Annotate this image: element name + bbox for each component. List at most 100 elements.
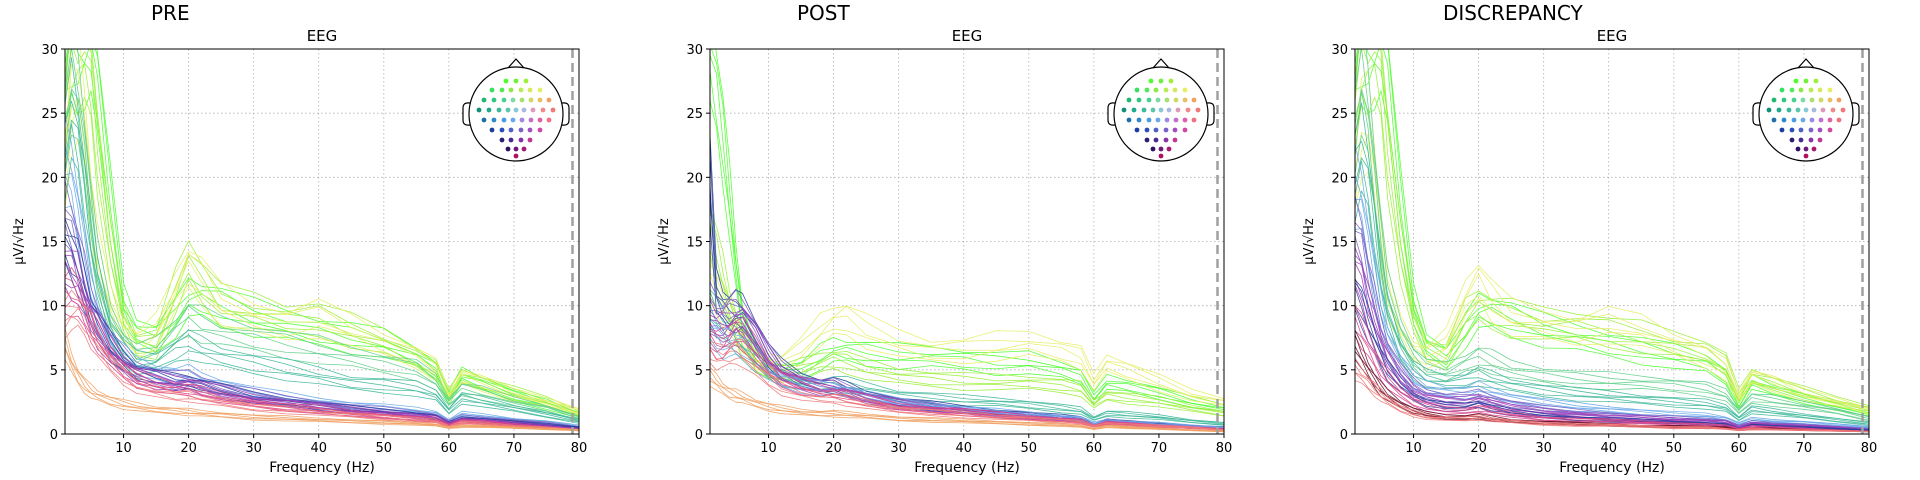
sensor-dot bbox=[1163, 127, 1169, 133]
channel-trace bbox=[1355, 279, 1869, 431]
sensor-dot bbox=[1153, 127, 1159, 133]
x-axis-label: Frequency (Hz) bbox=[914, 460, 1020, 476]
channel-trace bbox=[65, 359, 579, 432]
sensor-dot bbox=[499, 127, 505, 133]
channel-trace bbox=[65, 147, 579, 427]
x-tick-label: 10 bbox=[1405, 441, 1422, 456]
sensor-dot bbox=[528, 117, 534, 123]
channel-trace bbox=[1355, 144, 1869, 427]
sensor-dot bbox=[1182, 117, 1188, 123]
y-tick-label: 5 bbox=[695, 364, 703, 379]
channel-trace bbox=[1355, 69, 1869, 409]
sensor-dot bbox=[518, 87, 524, 93]
sensor-dot bbox=[1163, 137, 1169, 143]
head-nose bbox=[507, 58, 525, 69]
sensor-dot bbox=[1148, 78, 1154, 84]
sensor-dot bbox=[530, 107, 536, 113]
sensor-dot bbox=[499, 137, 505, 143]
sensor-dot bbox=[1182, 127, 1188, 133]
head-nose bbox=[1797, 58, 1815, 69]
x-tick-label: 50 bbox=[1021, 441, 1038, 456]
sensor-dot bbox=[1191, 97, 1197, 103]
channel-trace bbox=[65, 324, 579, 432]
y-tick-label: 5 bbox=[1340, 364, 1348, 379]
sensor-dot bbox=[1800, 97, 1806, 103]
channel-trace bbox=[65, 327, 579, 430]
sensor-dot bbox=[1164, 117, 1170, 123]
x-tick-label: 80 bbox=[1216, 441, 1233, 456]
channel-trace bbox=[65, 119, 579, 422]
sensor-dot bbox=[1798, 87, 1804, 93]
channel-trace bbox=[65, 134, 579, 422]
channel-trace bbox=[710, 344, 1224, 430]
y-axis-label: µV/√Hz bbox=[1302, 218, 1317, 265]
x-tick-label: 40 bbox=[310, 441, 327, 456]
channel-trace bbox=[1355, 49, 1869, 414]
sensor-dot bbox=[1779, 87, 1785, 93]
channel-trace bbox=[65, 57, 579, 420]
channel-trace bbox=[1355, 305, 1869, 432]
sensor-dot bbox=[1121, 107, 1127, 113]
sensor-dot bbox=[1766, 107, 1772, 113]
sensor-dot bbox=[1836, 117, 1842, 123]
channel-trace bbox=[710, 71, 1224, 410]
channel-trace bbox=[1355, 335, 1869, 433]
channel-trace bbox=[1355, 198, 1869, 429]
channel-trace bbox=[65, 289, 579, 430]
y-tick-label: 0 bbox=[695, 428, 703, 443]
sensor-dot bbox=[1175, 107, 1181, 113]
sensor-dot bbox=[1781, 97, 1787, 103]
channel-trace bbox=[710, 338, 1224, 431]
x-axis-label: Frequency (Hz) bbox=[269, 460, 375, 476]
head-ear-left bbox=[462, 102, 471, 126]
sensor-dot bbox=[1168, 78, 1174, 84]
sensor-dot bbox=[1158, 146, 1164, 152]
sensor-dot bbox=[1827, 97, 1833, 103]
channel-trace bbox=[710, 385, 1224, 433]
sensor-dot bbox=[1146, 97, 1152, 103]
sensor-dot bbox=[1136, 97, 1142, 103]
sensor-dot bbox=[486, 107, 492, 113]
channel-trace bbox=[65, 63, 579, 416]
sensor-dot bbox=[1798, 127, 1804, 133]
head-ear-right bbox=[1851, 102, 1860, 126]
sensor-dot bbox=[476, 107, 482, 113]
sensor-dot bbox=[1191, 117, 1197, 123]
sensor-dot bbox=[1827, 87, 1833, 93]
channel-trace bbox=[65, 90, 579, 419]
channel-trace bbox=[710, 318, 1224, 428]
sensor-dot bbox=[1155, 97, 1161, 103]
sensor-dot bbox=[1182, 97, 1188, 103]
sensor-dot bbox=[523, 78, 529, 84]
sensor-dot bbox=[1173, 97, 1179, 103]
sensor-dot bbox=[513, 107, 519, 113]
sensor-dot bbox=[1811, 146, 1817, 152]
sensor-dot bbox=[508, 127, 514, 133]
channel-trace bbox=[1355, 134, 1869, 422]
y-axis-label: µV/√Hz bbox=[657, 218, 672, 265]
y-tick-label: 10 bbox=[1331, 300, 1348, 315]
sensor-dot bbox=[528, 97, 534, 103]
sensor-dot bbox=[491, 117, 497, 123]
channel-trace bbox=[710, 253, 1224, 417]
channel-trace bbox=[1355, 247, 1869, 431]
y-tick-label: 20 bbox=[1331, 171, 1348, 186]
y-tick-label: 10 bbox=[686, 300, 703, 315]
y-tick-label: 0 bbox=[1340, 428, 1348, 443]
sensor-dot bbox=[537, 127, 543, 133]
sensor-dot bbox=[513, 78, 519, 84]
sensor-dot bbox=[1126, 117, 1132, 123]
sensor-dot bbox=[1771, 97, 1777, 103]
channel-trace bbox=[710, 362, 1224, 432]
sensor-dot bbox=[1166, 107, 1172, 113]
sensor-dot bbox=[537, 117, 543, 123]
sensor-dot bbox=[510, 97, 516, 103]
sensor-dot bbox=[499, 87, 505, 93]
sensor-dot bbox=[1795, 107, 1801, 113]
psd-panel: EEG 10 20 30 40 50 60 70 80 0 5 10 15 20 25 30 Frequency… bbox=[657, 27, 1233, 476]
sensor-dot bbox=[505, 146, 511, 152]
sensor-dot bbox=[503, 78, 509, 84]
channel-trace bbox=[710, 221, 1224, 414]
panel-subtitle: EEG bbox=[952, 27, 983, 45]
sensor-dot bbox=[1820, 107, 1826, 113]
